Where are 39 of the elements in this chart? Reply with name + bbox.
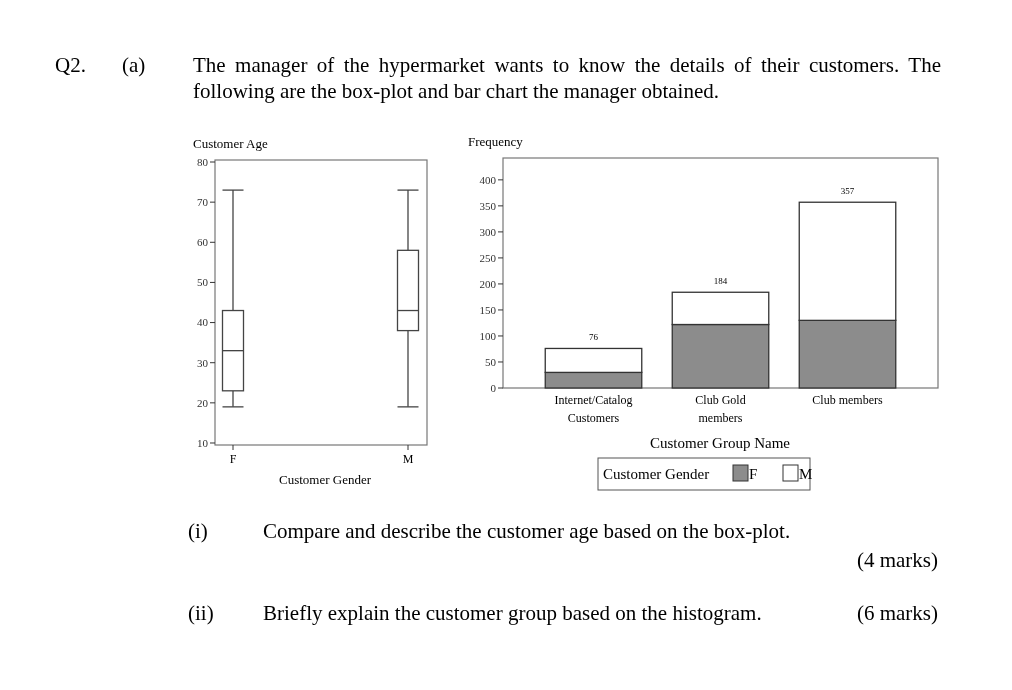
y-axis-title: Customer Age (193, 136, 268, 151)
y-tick-label: 30 (197, 356, 209, 369)
total-label: 76 (589, 332, 599, 343)
y-tick-label: 20 (197, 396, 209, 409)
y-tick-label: 350 (479, 199, 497, 212)
y-tick-label: 60 (197, 236, 209, 249)
text: (ii) (188, 600, 214, 626)
total-label: 357 (840, 186, 855, 197)
x-tick-label: Club members (812, 393, 883, 407)
y-tick-label: 0 (490, 381, 497, 394)
y-tick-label: 70 (197, 196, 209, 208)
x-tick-label: Internet/Catalog Customers (554, 393, 633, 425)
text: (a) (122, 52, 146, 78)
legend-title: Customer Gender (603, 466, 710, 482)
y-tick-label: 50 (485, 355, 497, 368)
text: Compare and describe the customer age based on the box-plot. (263, 518, 791, 544)
x-axis-title: Customer Gender (278, 472, 372, 487)
total-label: 184 (713, 276, 728, 287)
y-tick-label: 100 (479, 329, 497, 342)
y-tick-label: 80 (197, 155, 209, 168)
y-axis-title: Frequency (468, 134, 524, 149)
text: (6 marks) (856, 600, 938, 626)
legend-label: M (799, 466, 813, 482)
x-tick-label: Club Gold members (695, 393, 746, 425)
y-tick-label: 50 (197, 276, 209, 289)
y-tick-label: 200 (479, 277, 497, 290)
y-tick-label: 150 (479, 303, 497, 316)
y-tick-label: 300 (479, 225, 497, 238)
text: (i) (188, 518, 208, 544)
y-tick-label: 40 (197, 316, 209, 329)
text: Briefly explain the customer group based on the histogram. (263, 600, 762, 626)
y-tick-label: 10 (197, 436, 209, 449)
y-tick-label: 250 (479, 251, 497, 264)
x-axis-title: Customer Group Name (650, 435, 791, 451)
text: Q2. (55, 52, 86, 78)
text: The manager of the hypermarket wants to know the details of their customers. The following are the box-plot and bar chart the manager obtained. (193, 52, 941, 104)
legend-label: F (749, 466, 758, 482)
text: (4 marks) (856, 547, 938, 573)
y-tick-label: 400 (479, 173, 497, 186)
